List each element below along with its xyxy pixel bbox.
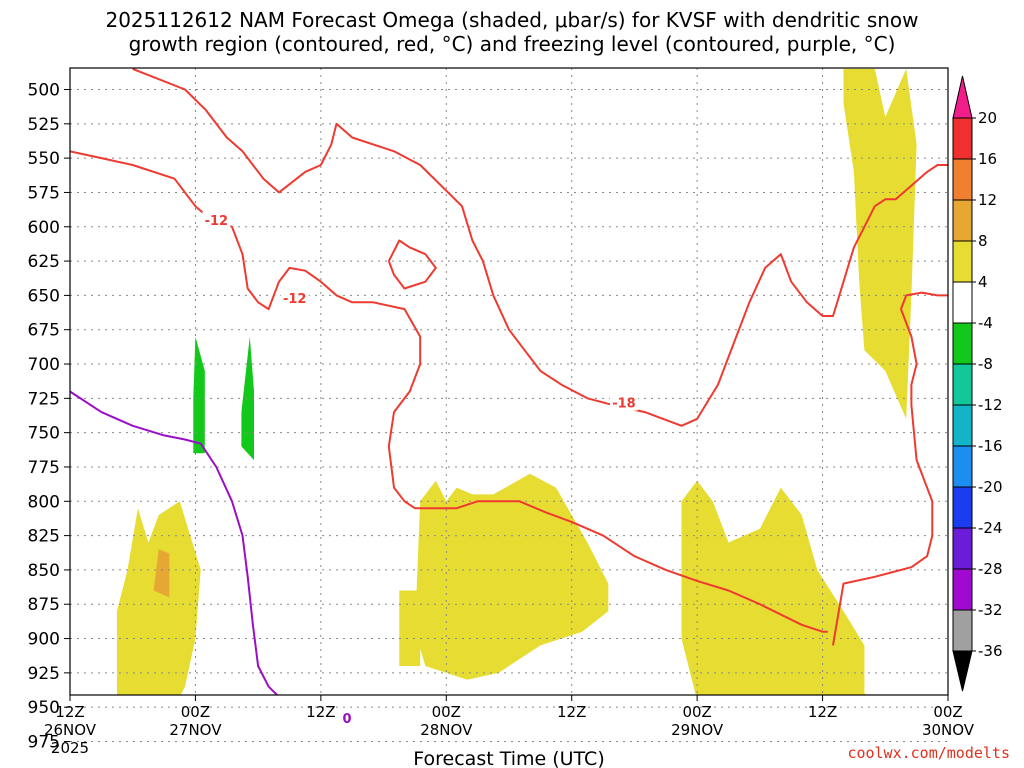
colorbar-label-7: -12	[978, 396, 1003, 414]
colorbar-label-5: -4	[978, 314, 993, 332]
colorbar-label-1: 16	[978, 150, 997, 168]
x-tick-label-84: 00Z	[933, 703, 962, 721]
x-tick-label-60: 00Z	[682, 703, 711, 721]
omega-shade-1	[414, 473, 609, 680]
colorbar-swatch-10	[952, 486, 973, 529]
colorbar-label-4: 4	[978, 273, 988, 291]
freezing-level-label: 0	[342, 712, 351, 727]
x-tick-date-60: 29NOV	[671, 721, 724, 739]
y-tick-label-800: 800	[28, 492, 60, 512]
colorbar-label-9: -20	[978, 478, 1003, 496]
colorbar-label-0: 20	[978, 109, 997, 127]
colorbar-swatch-13	[952, 609, 973, 652]
colorbar-label-12: -32	[978, 601, 1003, 619]
y-tick-label-600: 600	[28, 218, 60, 238]
colorbar-bottom-arrow	[952, 650, 973, 692]
freezing-level-contour	[70, 390, 279, 695]
colorbar-label-2: 12	[978, 191, 997, 209]
x-tick-date-12: 27NOV	[169, 721, 222, 739]
y-tick-label-700: 700	[28, 355, 60, 375]
colorbar-top-arrow	[952, 75, 973, 119]
dgz-contour-2	[387, 239, 437, 290]
y-tick-label-550: 550	[28, 149, 60, 169]
y-tick-label-575: 575	[28, 183, 60, 203]
y-tick-label-850: 850	[28, 561, 60, 581]
y-tick-label-875: 875	[28, 595, 60, 615]
x-tick-label-0: 12Z	[55, 703, 84, 721]
dgz-contour-label-1: -12	[283, 292, 307, 307]
dgz-contour-label-2: -18	[612, 396, 636, 411]
colorbar-swatch-3	[952, 199, 973, 242]
freezing-label-bg	[340, 710, 353, 727]
colorbar-swatch-1	[952, 117, 973, 160]
x-tick-label-12: 00Z	[181, 703, 210, 721]
colorbar-swatch-7	[952, 363, 973, 406]
x-tick-date-36: 28NOV	[420, 721, 473, 739]
omega-shade-2	[399, 590, 421, 666]
x-tick-year-0: 2025	[51, 739, 89, 757]
dgz-contour-1	[70, 150, 828, 633]
colorbar-swatch-2	[952, 158, 973, 201]
dgz-contour-0	[132, 68, 948, 427]
dgz-label-bg-2	[609, 394, 638, 411]
colorbar-swatch-12	[952, 568, 973, 611]
plot-frame	[69, 67, 949, 696]
colorbar-swatch-9	[952, 445, 973, 488]
source-credit[interactable]: coolwx.com/modelts	[847, 744, 1010, 762]
dgz-contour-3	[832, 291, 948, 646]
colorbar-label-11: -28	[978, 560, 1003, 578]
omega-shade-7	[241, 336, 254, 461]
chart-title-line-2: growth region (contoured, red, °C) and f…	[128, 32, 896, 56]
colorbar-swatch-4	[952, 240, 973, 283]
colorbar-label-10: -24	[978, 519, 1003, 537]
dgz-contour-label-0: -12	[205, 214, 229, 229]
y-tick-label-625: 625	[28, 252, 60, 272]
omega-shade-0	[117, 501, 201, 695]
x-tick-date-84: 30NOV	[922, 721, 975, 739]
y-tick-label-650: 650	[28, 286, 60, 306]
x-tick-date-0: 26NOV	[44, 721, 97, 739]
dgz-label-bg-1	[280, 290, 309, 307]
colorbar-label-13: -36	[978, 642, 1003, 660]
x-tick-label-36: 00Z	[432, 703, 461, 721]
colorbar-swatch-8	[952, 404, 973, 447]
y-tick-label-725: 725	[28, 389, 60, 409]
y-tick-label-925: 925	[28, 664, 60, 684]
omega-shade-4	[843, 68, 917, 419]
y-tick-label-825: 825	[28, 527, 60, 547]
omega-shade-5	[153, 549, 170, 598]
y-tick-label-750: 750	[28, 424, 60, 444]
y-tick-label-950: 950	[28, 698, 60, 718]
x-axis-label: Forecast Time (UTC)	[413, 748, 604, 768]
colorbar-label-8: -16	[978, 437, 1003, 455]
y-tick-label-500: 500	[28, 81, 60, 101]
y-tick-label-900: 900	[28, 630, 60, 650]
colorbar-label-3: 8	[978, 232, 988, 250]
x-tick-label-72: 12Z	[808, 703, 837, 721]
x-tick-label-24: 12Z	[306, 703, 335, 721]
colorbar-swatch-6	[952, 322, 973, 365]
colorbar-swatch-11	[952, 527, 973, 570]
y-tick-label-775: 775	[28, 458, 60, 478]
colorbar-swatch-5	[952, 281, 973, 324]
omega-shade-3	[681, 480, 868, 695]
colorbar-label-6: -8	[978, 355, 993, 373]
chart-title-line-1: 2025112612 NAM Forecast Omega (shaded, μ…	[105, 8, 919, 32]
y-tick-label-525: 525	[28, 115, 60, 135]
x-tick-label-48: 12Z	[557, 703, 586, 721]
dgz-label-bg-0	[202, 211, 231, 228]
y-tick-label-675: 675	[28, 321, 60, 341]
y-tick-label-975: 975	[28, 733, 60, 753]
omega-shade-6	[193, 336, 205, 454]
